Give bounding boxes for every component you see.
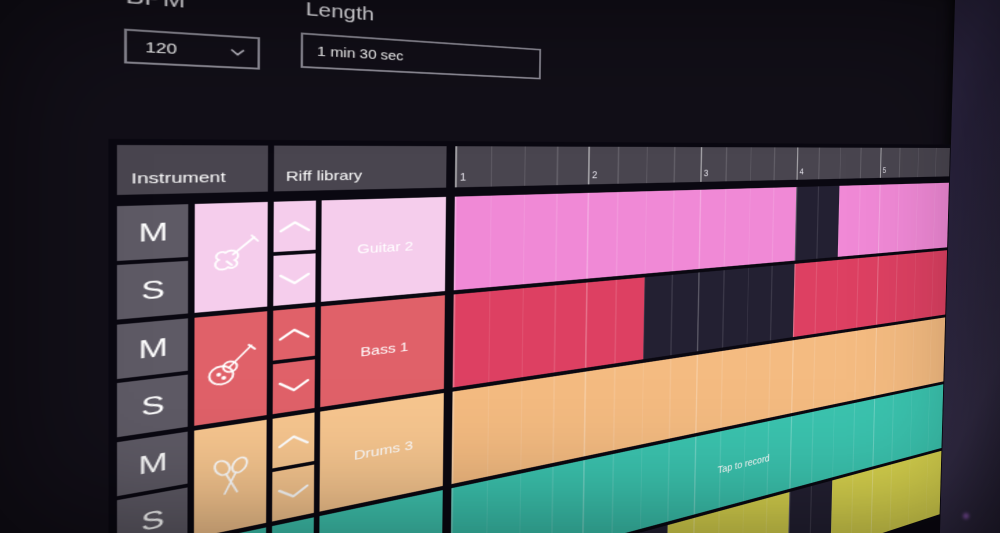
bokeh-dot xyxy=(963,513,969,519)
bpm-label: BPM xyxy=(126,0,186,14)
music-app-screen: BPM 120 Length 1 min 30 sec Instrument R… xyxy=(0,0,955,533)
mute-button[interactable]: M xyxy=(116,318,188,380)
instrument-column-header: Instrument xyxy=(116,145,269,195)
chevron-down-icon xyxy=(230,48,245,57)
riff-up-button[interactable] xyxy=(273,200,316,253)
length-value: 1 min 30 sec xyxy=(316,43,404,64)
tap-to-record-label: Tap to record xyxy=(717,452,770,476)
solo-button[interactable]: S xyxy=(116,260,189,320)
chevron-down-icon xyxy=(276,378,311,395)
solo-button[interactable]: S xyxy=(116,374,188,438)
timeline-ruler: 1 2 3 4 5 xyxy=(454,146,950,188)
riff-block-guitar[interactable] xyxy=(837,182,949,257)
instrument-cell-guitar[interactable] xyxy=(194,201,268,313)
length-input[interactable]: 1 min 30 sec xyxy=(300,32,542,80)
bass-guitar-icon xyxy=(201,342,261,395)
mute-button[interactable]: M xyxy=(116,204,189,261)
instrument-cell-bass[interactable] xyxy=(194,311,268,426)
instrument-cell-drums[interactable] xyxy=(193,419,267,533)
bar-number: 1 xyxy=(459,171,467,184)
bpm-value: 120 xyxy=(145,39,178,57)
bar-number: 3 xyxy=(703,168,709,179)
bar-number: 2 xyxy=(591,169,598,181)
mute-button[interactable]: M xyxy=(116,431,188,497)
electric-guitar-icon xyxy=(201,232,261,281)
bpm-dropdown[interactable]: 120 xyxy=(124,28,261,70)
chevron-up-icon xyxy=(277,325,312,341)
riff-up-button[interactable] xyxy=(272,412,315,469)
maracas-icon xyxy=(200,450,260,506)
riff-name-bass[interactable]: Bass 1 xyxy=(320,295,445,408)
riff-up-button[interactable] xyxy=(272,306,316,361)
bar-number: 4 xyxy=(799,167,804,177)
sequencer-grid: Instrument Riff library 1 2 3 4 5 M S xyxy=(108,138,953,533)
length-label: Length xyxy=(305,0,375,25)
riff-name-guitar[interactable]: Guitar 2 xyxy=(320,196,447,302)
chevron-down-icon xyxy=(276,483,311,502)
riff-library-column-header: Riff library xyxy=(273,145,447,192)
chevron-up-icon xyxy=(276,431,311,449)
riff-down-button[interactable] xyxy=(272,464,315,522)
bar-number: 5 xyxy=(882,166,887,175)
chevron-up-icon xyxy=(277,219,312,233)
chevron-down-icon xyxy=(277,272,312,287)
riff-down-button[interactable] xyxy=(273,253,316,307)
riff-down-button[interactable] xyxy=(272,359,315,415)
